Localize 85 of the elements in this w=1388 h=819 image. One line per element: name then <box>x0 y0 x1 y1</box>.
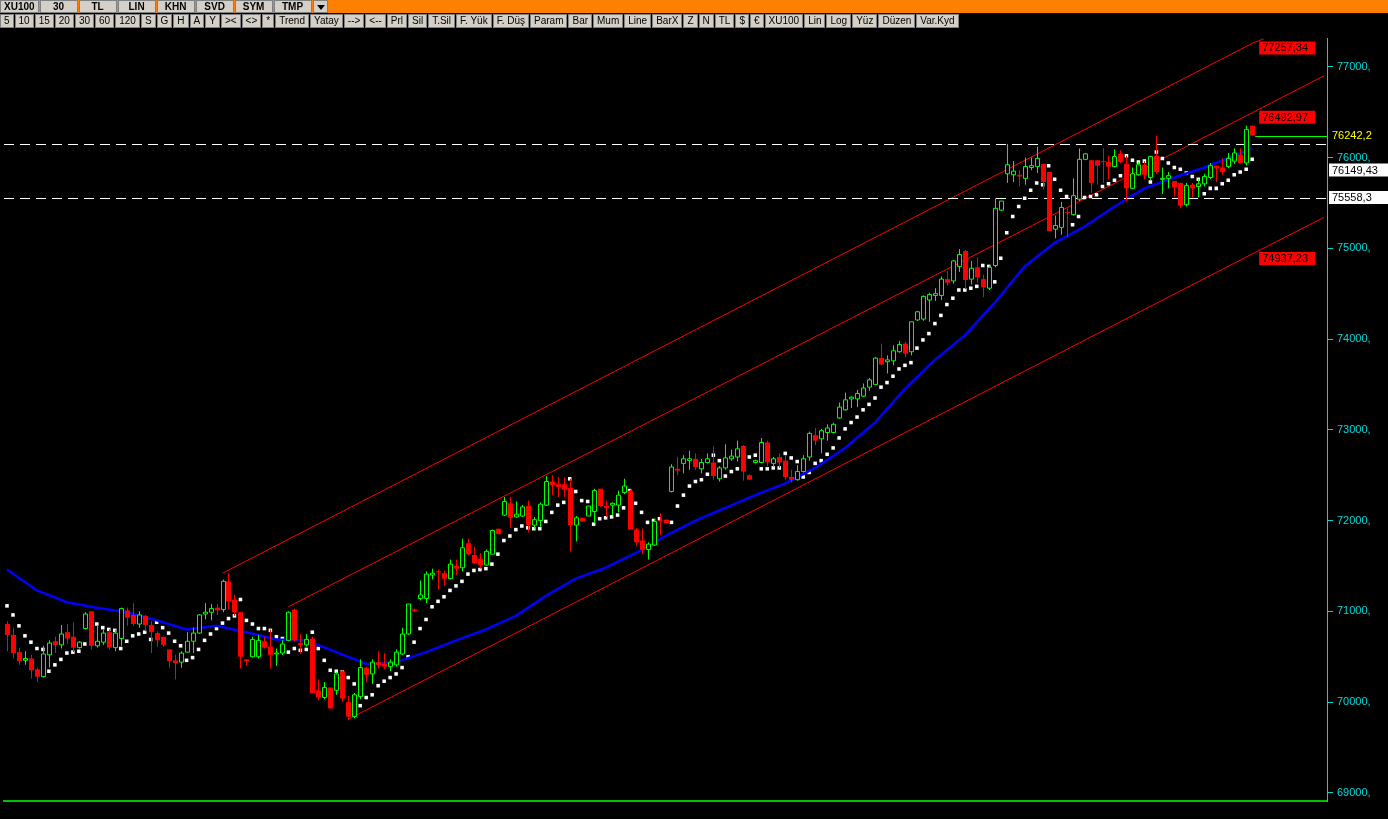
candlestick <box>1106 155 1111 180</box>
candlestick <box>508 496 513 529</box>
candlestick <box>1017 169 1022 188</box>
text: XU100 <box>0 0 39 13</box>
text: Param <box>530 14 568 28</box>
text: Prl <box>386 14 408 28</box>
data-label: 77257,34 <box>1262 41 1309 54</box>
candlestick <box>675 456 680 476</box>
text: Düzen <box>878 14 916 28</box>
text: Lin <box>804 14 826 28</box>
text: 5 <box>0 14 14 28</box>
text: 120 <box>115 14 140 28</box>
text: A <box>189 14 205 28</box>
text: Yüz <box>852 14 878 28</box>
text: TMP <box>273 0 312 13</box>
text: * <box>262 14 275 28</box>
candlestick <box>526 500 531 533</box>
data-label: 76492,97 <box>1262 110 1309 123</box>
candlestick <box>334 671 339 696</box>
text: <> <box>241 14 262 28</box>
text: XU100 <box>764 14 804 28</box>
text: $ <box>735 14 749 28</box>
candlestick <box>975 256 980 284</box>
text: TL <box>714 14 735 28</box>
candlestick <box>969 260 974 286</box>
candlestick <box>981 274 986 298</box>
text: Line <box>624 14 652 28</box>
text: T.Sil <box>428 14 456 28</box>
text: LIN <box>117 0 156 13</box>
text: TL <box>78 0 117 13</box>
text: --> <box>343 14 365 28</box>
ref-line-label: 75558,3 <box>1332 191 1372 204</box>
text: S <box>140 14 156 28</box>
y-tick-label: 71000, <box>1337 604 1371 617</box>
text: Mum <box>593 14 624 28</box>
text: 15 <box>34 14 54 28</box>
text: Bar <box>568 14 593 28</box>
text: 10 <box>14 14 34 28</box>
candlestick <box>5 620 10 652</box>
text: F. Düş <box>492 14 530 28</box>
text: H <box>173 14 189 28</box>
y-tick-label: 75000, <box>1337 241 1371 254</box>
candlestick <box>1148 155 1153 181</box>
text: Trend <box>275 14 309 28</box>
candlestick <box>1184 182 1189 208</box>
text: Sil <box>408 14 428 28</box>
candlestick <box>59 624 64 650</box>
y-tick-label: 73000, <box>1337 422 1371 435</box>
text: F. Yük <box>456 14 492 28</box>
text: 30 <box>39 0 78 13</box>
text: G <box>156 14 173 28</box>
candlestick <box>1065 207 1070 238</box>
text: Log <box>826 14 852 28</box>
text: BarX <box>652 14 683 28</box>
text: SVD <box>195 0 234 13</box>
ref-line-label: 76149,43 <box>1332 163 1378 176</box>
text: >< <box>220 14 241 28</box>
candlestick <box>448 559 453 581</box>
text: 60 <box>95 14 115 28</box>
candlestick <box>460 538 465 572</box>
text: 30 <box>74 14 95 28</box>
candlestick <box>436 569 441 591</box>
y-tick-label: 76000, <box>1337 150 1371 163</box>
text: Var.Kyd <box>916 14 959 28</box>
candlestick <box>574 515 579 542</box>
ref-line-label: 76242,2 <box>1332 129 1372 142</box>
text: KHN <box>156 0 195 13</box>
candlestick <box>370 658 375 685</box>
text: 20 <box>54 14 74 28</box>
candlestick <box>879 343 884 366</box>
candlestick <box>765 440 770 467</box>
text: N <box>698 14 714 28</box>
text: Yatay <box>309 14 343 28</box>
y-tick-label: 72000, <box>1337 513 1371 526</box>
candlestick <box>807 431 812 462</box>
y-tick-label: 74000, <box>1337 332 1371 345</box>
y-tick-label: 77000, <box>1337 59 1371 72</box>
data-label: 74937,23 <box>1262 251 1309 264</box>
text: <-- <box>365 14 386 28</box>
y-tick-label: 69000, <box>1337 785 1371 798</box>
text: Z <box>683 14 698 28</box>
text: € <box>749 14 764 28</box>
text: Y <box>205 14 220 28</box>
y-tick-label: 70000, <box>1337 695 1371 708</box>
text: SYM <box>234 0 273 13</box>
